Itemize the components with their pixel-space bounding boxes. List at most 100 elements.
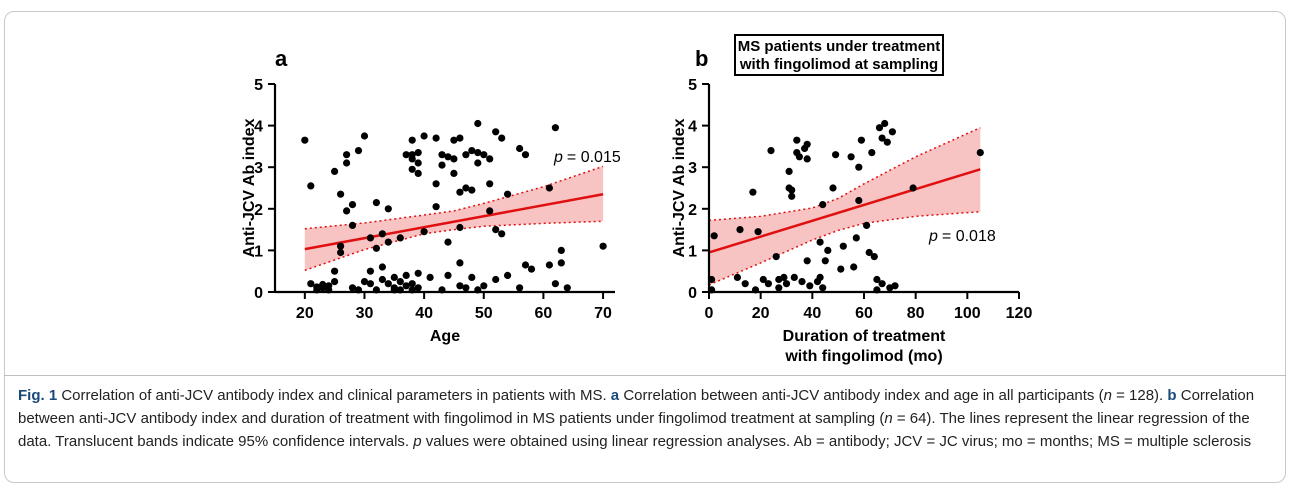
caption-divider	[4, 375, 1286, 376]
data-point	[909, 184, 917, 192]
data-point	[793, 136, 801, 144]
data-point	[337, 248, 345, 257]
caption-a-text-1: Correlation between anti-JCV antibody in…	[623, 387, 1104, 404]
data-point	[337, 190, 345, 198]
data-point	[881, 119, 889, 128]
data-point	[492, 275, 500, 284]
data-point	[384, 238, 392, 246]
x-tick-label: 120	[1006, 305, 1033, 322]
data-point	[764, 280, 773, 288]
data-point	[788, 192, 796, 200]
data-point	[396, 234, 404, 242]
data-point	[474, 159, 482, 167]
data-point	[378, 263, 386, 271]
figure-frame	[4, 11, 1286, 483]
ci-band	[709, 127, 981, 285]
data-point	[396, 278, 404, 286]
y-tick-label: 3	[688, 160, 697, 177]
data-point	[474, 119, 482, 128]
x-tick-label: 60	[535, 305, 553, 322]
x-axis-label: Duration of treatment	[783, 328, 946, 345]
data-point	[865, 248, 873, 257]
caption-b-n: n	[884, 410, 893, 427]
data-point	[749, 188, 757, 196]
y-tick-label: 5	[688, 77, 697, 94]
ci-lower-line	[708, 210, 981, 286]
data-point	[319, 280, 327, 289]
data-point	[839, 242, 847, 250]
data-point	[432, 203, 440, 211]
data-point	[360, 132, 369, 140]
data-point	[301, 136, 309, 144]
data-point	[857, 136, 866, 144]
data-point	[432, 180, 440, 188]
data-point	[408, 136, 416, 144]
caption-a-label: a	[610, 387, 620, 404]
data-point	[795, 153, 804, 161]
data-point	[504, 271, 512, 279]
data-point	[863, 221, 871, 229]
data-point	[480, 282, 488, 290]
data-point	[408, 155, 416, 163]
data-point	[414, 269, 422, 277]
y-tick-label: 2	[254, 202, 263, 219]
x-tick-label: 70	[594, 305, 612, 322]
data-point	[824, 246, 832, 254]
data-point	[462, 184, 470, 192]
data-point	[855, 163, 863, 171]
data-point	[873, 275, 881, 284]
data-point	[390, 273, 398, 281]
data-point	[891, 282, 899, 290]
caption-b-text-1: Correlation between anti-JCV antibody in…	[18, 387, 1255, 427]
data-point	[414, 159, 422, 167]
data-point	[468, 186, 476, 194]
data-point	[348, 201, 357, 209]
data-point	[331, 278, 339, 286]
data-point	[821, 257, 829, 265]
data-point	[384, 205, 392, 213]
data-point	[516, 284, 524, 292]
x-tick-label: 0	[705, 305, 714, 322]
regression-line	[708, 168, 981, 254]
x-tick-label: 100	[954, 305, 981, 322]
data-point	[432, 134, 440, 142]
data-point	[343, 207, 351, 215]
data-point	[372, 199, 380, 207]
data-point	[420, 132, 428, 140]
caption-a-n: n	[1103, 387, 1112, 404]
data-point	[850, 263, 858, 271]
regression-line	[304, 193, 604, 251]
data-point	[420, 228, 428, 236]
data-point	[829, 184, 837, 192]
data-point	[557, 246, 565, 254]
data-point	[450, 169, 458, 177]
data-point	[803, 155, 811, 163]
data-point	[444, 238, 452, 246]
panel-b-chart: b 0 20 40 60 80 100 120 0 1 2 3 4 5 Anti-JCV Ab index…	[671, 46, 1033, 365]
data-point	[450, 155, 458, 163]
data-point	[408, 165, 416, 173]
data-point	[852, 234, 860, 242]
data-point	[775, 284, 783, 292]
data-point	[456, 134, 464, 142]
data-point	[456, 223, 464, 232]
data-point	[474, 149, 482, 157]
data-point	[486, 207, 494, 215]
data-point	[767, 147, 775, 155]
data-point	[855, 196, 863, 205]
data-point	[870, 253, 878, 261]
figure-caption: Fig. 1 Correlation of anti-JCV antibody …	[18, 384, 1278, 453]
data-point	[816, 273, 824, 281]
x-tick-label: 30	[356, 305, 374, 322]
data-point	[456, 188, 464, 196]
caption-intro: Correlation of anti-JCV antibody index a…	[61, 387, 607, 404]
data-point	[780, 273, 788, 281]
data-point	[343, 159, 351, 167]
panel-a-letter: a	[275, 46, 288, 71]
data-point	[599, 242, 607, 250]
data-point	[816, 238, 824, 246]
data-point	[360, 278, 369, 286]
data-point	[354, 147, 363, 155]
panel-b-pvalue: p = 0.018	[928, 228, 996, 245]
data-point	[521, 261, 530, 269]
